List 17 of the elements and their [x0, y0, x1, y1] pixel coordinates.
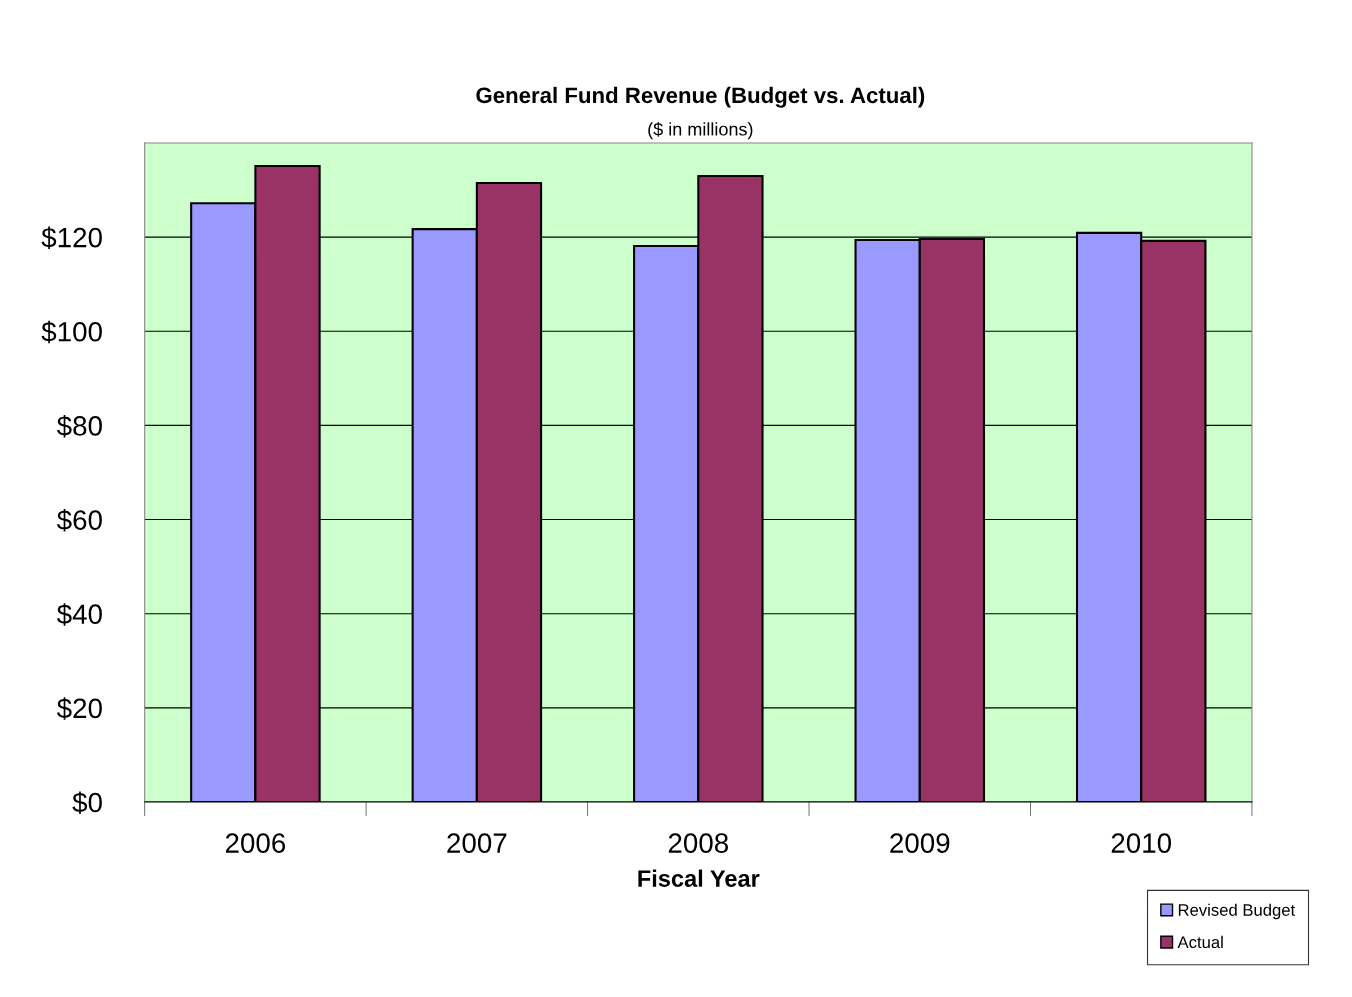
y-tick-label: $80 [56, 414, 102, 438]
chart-title: General Fund Revenue (Budget vs. Actual) [476, 86, 925, 108]
y-tick-label: $20 [56, 697, 102, 720]
legend-label: Actual [1177, 935, 1223, 949]
x-tick-label: 2010 [1111, 833, 1172, 853]
y-tick-label: $40 [56, 603, 102, 626]
y-tick-label: $0 [72, 791, 102, 814]
x-tick-label: 2007 [447, 833, 507, 853]
y-tick-label: $100 [41, 320, 102, 344]
x-tick-label: 2009 [890, 833, 950, 853]
x-tick-label: 2008 [668, 833, 728, 853]
x-tick-label: 2006 [225, 833, 286, 853]
y-tick-label: $120 [41, 226, 102, 250]
y-tick-label: $60 [56, 509, 102, 532]
legend-label: Revised Budget [1178, 903, 1296, 920]
x-axis-title: Fiscal Year [638, 869, 760, 887]
chart-subtitle: ($ in millions) [648, 122, 753, 140]
